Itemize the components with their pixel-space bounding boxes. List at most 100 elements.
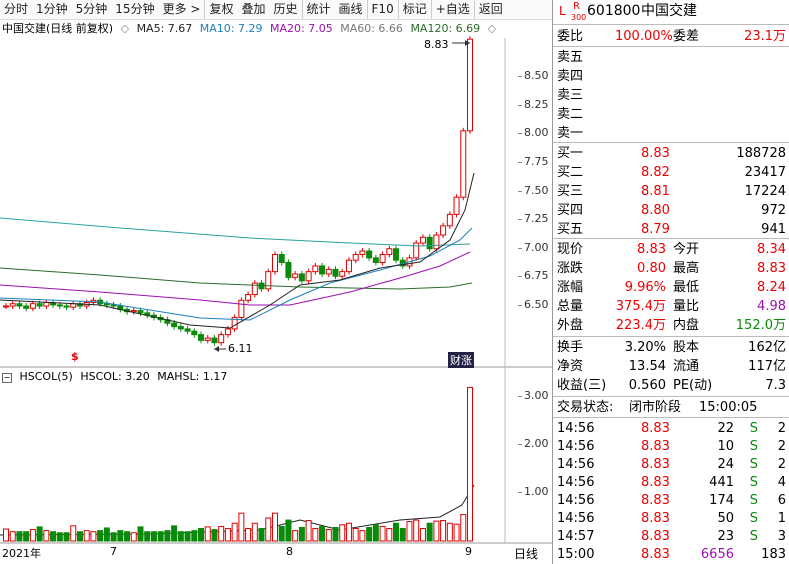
toolbar-item[interactable]: 更多 > [162, 2, 201, 16]
quote-panel: L R 300 601800 中国交建 委比 100.00% 委差 23.1万 … [552, 0, 789, 564]
status-value: 闭市阶段 [629, 400, 682, 415]
toolbar-item[interactable]: 返回 [473, 0, 507, 19]
candle [211, 337, 218, 344]
finance-tag[interactable]: 财涨 [448, 352, 474, 368]
volume-bar [258, 528, 265, 542]
volume-bar [245, 528, 252, 542]
tick-side: S [749, 493, 758, 508]
ma120-label: MA120: 6.69 [410, 22, 481, 35]
stat-label: 涨幅 [557, 280, 584, 295]
candle [285, 261, 292, 278]
toolbar-item[interactable]: +自选 [430, 0, 474, 19]
volume-bar [271, 512, 278, 542]
buy-row: 买五 8.79 941 [553, 220, 789, 239]
period-label[interactable]: 日线 [514, 547, 539, 561]
volume-bar [204, 526, 211, 542]
tick-time: 14:56 [557, 421, 595, 436]
settings-diamond-icon[interactable]: ◇ [487, 22, 497, 35]
date-month-7: 7 [110, 545, 117, 558]
toolbar-item[interactable]: 分时 [4, 2, 29, 16]
buy-row: 买一 8.83 188728 [553, 144, 789, 163]
candle [16, 303, 23, 307]
fund-row: 净资 13.54 流通 117亿 [553, 357, 789, 376]
volume-bar [460, 514, 467, 542]
volume-bar [36, 526, 43, 542]
stat-value: 8.24 [757, 280, 786, 295]
candle [110, 304, 117, 307]
buy-level-label: 买三 [557, 184, 584, 199]
volume-legend: − HSCOL(5) HSCOL: 3.20 MAHSL: 1.17 [2, 369, 231, 385]
candle [413, 242, 420, 259]
price-tick: 7.50 [518, 184, 564, 197]
tick-row: 14:56 8.83 10 S 2 [553, 437, 789, 456]
stat-label: 涨跌 [557, 261, 584, 276]
volume-bar [231, 522, 238, 542]
volume-bar [426, 522, 433, 542]
stat-value: 375.4万 [615, 299, 666, 314]
volume-bar [366, 526, 373, 542]
volume-bar [312, 528, 319, 542]
candle [43, 302, 50, 307]
volume-bar [386, 528, 393, 542]
toolbar-item[interactable]: 统计 [301, 0, 335, 19]
volume-tick: 2.00 [518, 437, 564, 450]
toolbar-item[interactable]: 15分钟 [115, 2, 155, 16]
volume-bar [130, 532, 137, 542]
tick-time: 14:56 [557, 511, 595, 526]
stat-value: 8.34 [757, 242, 786, 257]
candle [251, 282, 258, 296]
candle [271, 253, 278, 273]
tick-volume: 23 [717, 529, 734, 544]
fund-value: 117亿 [748, 359, 786, 374]
volume-bar [298, 526, 305, 542]
sell-row: 卖三 [553, 86, 789, 105]
tick-count: 6 [777, 493, 786, 508]
volume-bar [157, 531, 164, 542]
toolbar-item[interactable]: 1分钟 [36, 2, 68, 16]
tick-time: 14:56 [557, 493, 595, 508]
ma120-line [0, 267, 473, 290]
r-badge-sub: 300 [571, 13, 587, 22]
collapse-icon[interactable]: − [2, 373, 12, 383]
r-badge: R [573, 1, 580, 12]
toolbar-item[interactable]: 5分钟 [75, 2, 108, 16]
sell-level-label: 卖四 [557, 69, 584, 84]
volume-bar [3, 528, 9, 542]
candle [366, 250, 373, 259]
stat-label: 内盘 [673, 318, 700, 333]
dividend-marker[interactable]: $ [71, 350, 79, 363]
ma-legend: 中国交建(日线 前复权) ◇ MA5: 7.67 MA10: 7.29 MA20… [2, 21, 500, 37]
toolbar-item[interactable]: F10 [366, 0, 398, 19]
volume-bar [56, 532, 63, 542]
toolbar-item[interactable]: 叠加 [241, 2, 266, 16]
candle [36, 303, 43, 307]
candle [446, 213, 453, 227]
volume-bar [29, 529, 36, 542]
volume-bar [97, 530, 104, 542]
stat-value: 4.98 [757, 299, 786, 314]
candle [3, 305, 9, 308]
volume-bar [251, 522, 258, 542]
tick-side: S [749, 421, 758, 436]
price-tick: 6.50 [518, 298, 564, 311]
high-price-label: 8.83 [424, 38, 449, 51]
volume-bar [393, 522, 400, 542]
candle [204, 337, 211, 341]
tick-price: 8.83 [641, 439, 670, 454]
tick-row: 14:56 8.83 22 S 2 [553, 419, 789, 438]
toolbar-item[interactable]: 历史 [273, 2, 298, 16]
candle [278, 253, 285, 263]
volume-bar [224, 528, 231, 542]
tick-row: 14:56 8.83 24 S 2 [553, 455, 789, 474]
tick-price: 8.83 [641, 547, 670, 562]
volume-bar [164, 530, 171, 542]
fund-label: 股本 [673, 340, 700, 355]
toolbar-item[interactable]: 画线 [338, 2, 363, 16]
tick-row: 14:56 8.83 174 S 6 [553, 491, 789, 510]
candle [467, 38, 473, 132]
candle [231, 316, 238, 330]
toolbar-item[interactable]: 标记 [397, 0, 431, 19]
volume-bar [90, 531, 97, 542]
stat-label: 现价 [557, 242, 584, 257]
toolbar-item[interactable]: 复权 [204, 0, 237, 19]
